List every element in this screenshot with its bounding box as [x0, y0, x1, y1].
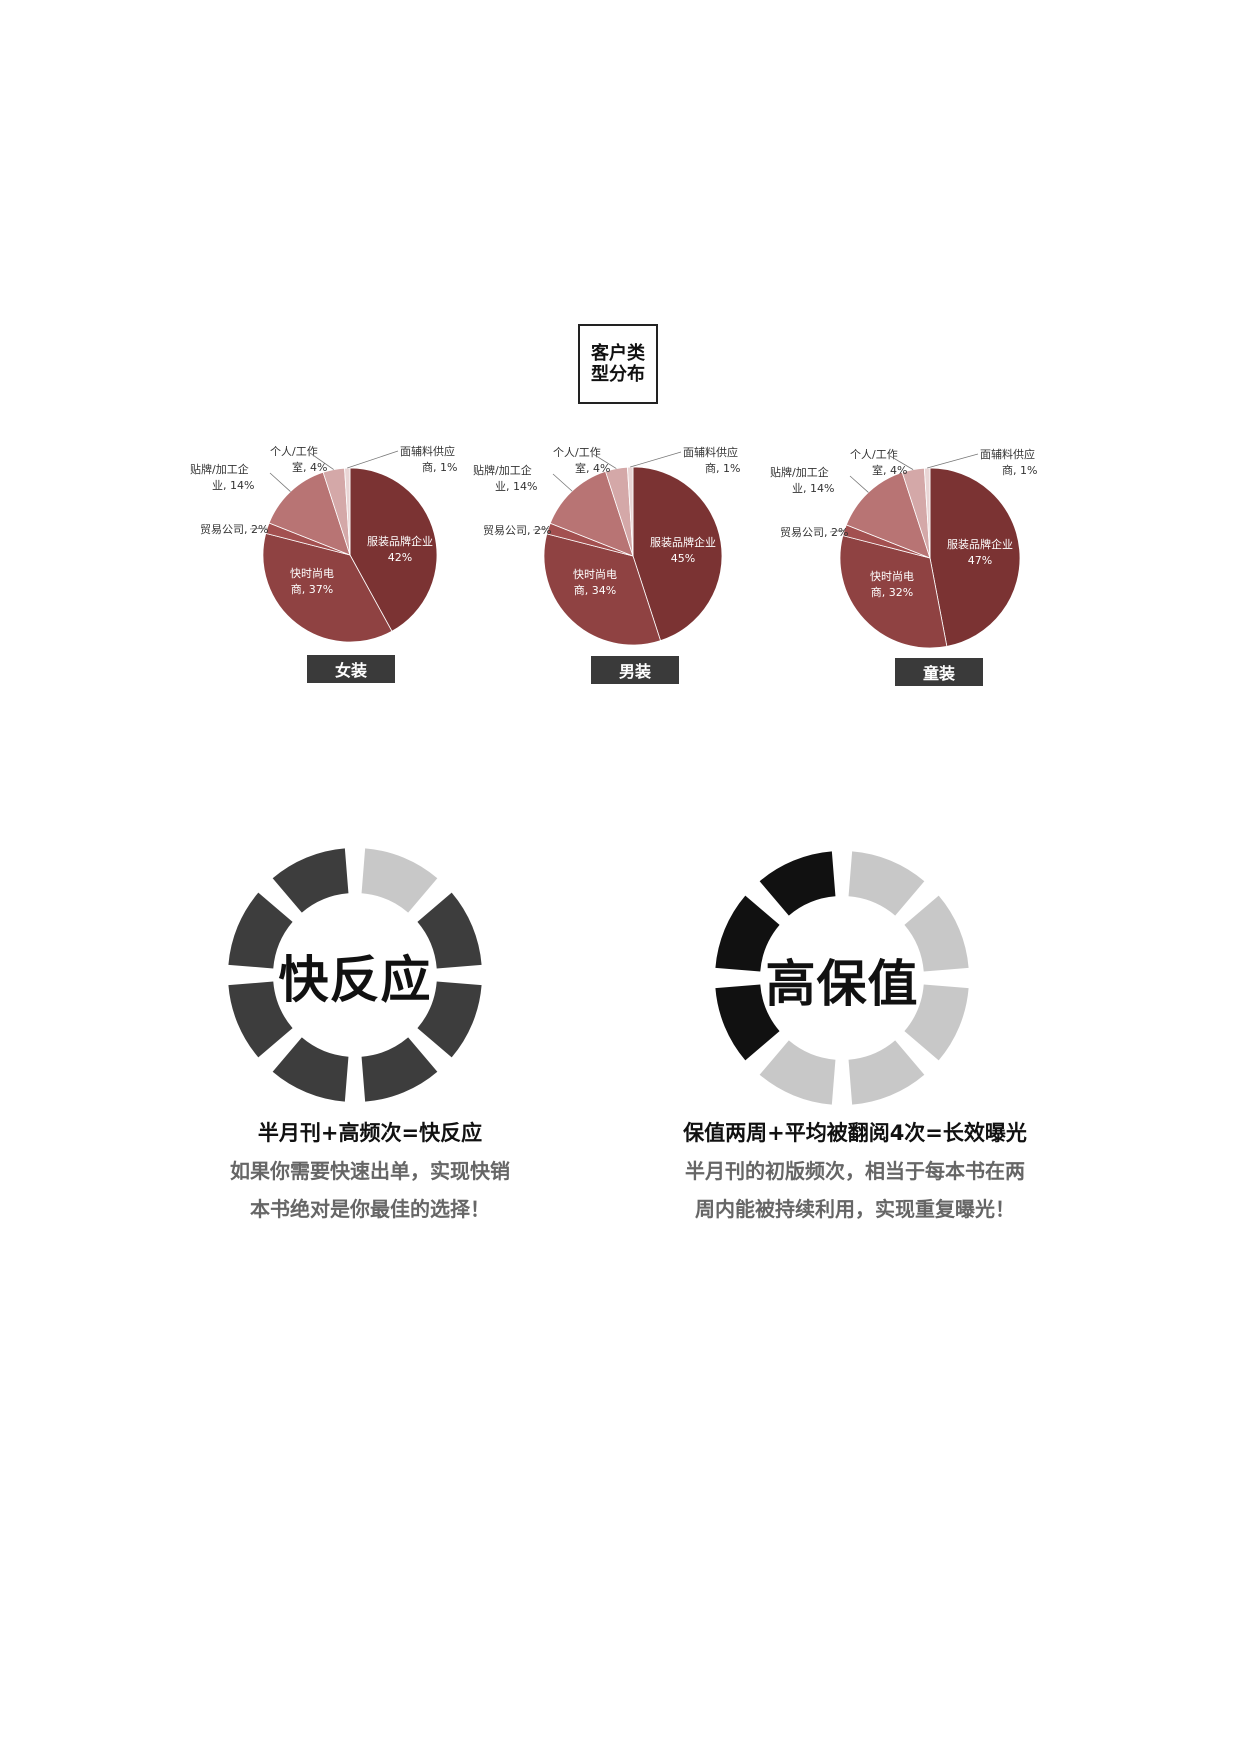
pie-data-label: 贴牌/加工企: [770, 465, 829, 479]
ring-segment: [272, 848, 349, 913]
pie-data-label: 商, 1%: [705, 461, 740, 475]
chart-title: 客户类型分布: [591, 343, 645, 385]
ring-segment: [228, 981, 293, 1058]
pie-data-label: 业, 14%: [212, 479, 254, 492]
pie-data-label: 商, 34%: [574, 583, 616, 597]
pie-data-label: 商, 37%: [291, 582, 333, 596]
ring-segment: [715, 984, 780, 1061]
pie-data-label: 服装品牌企业: [650, 535, 716, 549]
pie-data-label: 快时尚电: [573, 567, 617, 581]
feature-text-quick-response: 半月刊+高频次=快反应 如果你需要快速出单，实现快销 本书绝对是你最佳的选择！: [160, 1114, 580, 1228]
pie-slice: [262, 532, 393, 643]
pie-leader-line: [532, 528, 549, 531]
quick-response-ring: [228, 848, 482, 1102]
feature-heading: 保值两周+平均被翻阅4次=长效曝光: [683, 1121, 1027, 1145]
ring-word-quick-response: 快反应: [278, 951, 432, 1009]
ring-segment: [417, 892, 482, 969]
pie-slice: [344, 467, 351, 556]
pie-leader-line: [347, 450, 399, 469]
pie-data-label: 服装品牌企业: [367, 534, 433, 548]
ring-segment: [361, 848, 438, 913]
pie-data-label: 个人/工作: [553, 446, 601, 459]
feature-line: 半月刊的初版频次，相当于每本书在两: [685, 1159, 1025, 1183]
pie-leader-line: [269, 472, 291, 492]
pie-data-label: 室, 4%: [872, 463, 907, 477]
pie-data-label: 室, 4%: [292, 460, 327, 474]
ring-segment: [904, 895, 969, 972]
pie-data-label: 商, 1%: [1002, 463, 1037, 477]
pie-data-label: 47%: [968, 554, 992, 567]
pie-data-label: 贸易公司, 2%: [200, 523, 268, 536]
pie-data-label: 业, 14%: [495, 480, 537, 493]
pie-data-label: 个人/工作: [270, 445, 318, 458]
tag-womens: 女装: [307, 655, 395, 683]
feature-line: 如果你需要快速出单，实现快销: [230, 1159, 510, 1183]
ring-segment: [848, 1040, 925, 1105]
ring-segment: [228, 892, 293, 969]
pie-data-label: 贸易公司, 2%: [780, 526, 848, 539]
pie-data-label: 42%: [388, 551, 412, 564]
ring-segment: [417, 981, 482, 1058]
pie-leader-line: [309, 452, 334, 470]
pie-slice: [839, 535, 948, 649]
pie-data-label: 个人/工作: [850, 448, 898, 461]
pie-data-label: 商, 1%: [422, 460, 457, 474]
pie-data-label: 贸易公司, 2%: [483, 524, 551, 537]
pie-leader-line: [592, 453, 617, 469]
pie-data-label: 面辅料供应: [980, 447, 1035, 461]
tag-mens: 男装: [591, 656, 679, 684]
chart-title-box: 客户类型分布: [578, 324, 658, 404]
pie-slice: [543, 533, 662, 646]
pie-leader-line: [552, 473, 573, 492]
pie-data-label: 商, 32%: [871, 585, 913, 599]
pie-leader-line: [630, 451, 682, 468]
pie-data-label: 快时尚电: [290, 566, 334, 580]
pie-data-label: 室, 4%: [575, 461, 610, 475]
ring-segment: [361, 1037, 438, 1102]
high-value-ring: [715, 851, 969, 1105]
pie-data-label: 贴牌/加工企: [190, 462, 249, 476]
tag-kids: 童装: [895, 658, 983, 686]
feature-heading: 半月刊+高频次=快反应: [257, 1121, 483, 1145]
ring-segment: [759, 851, 836, 916]
pie-leader-line: [849, 475, 869, 493]
ring-segment: [272, 1037, 349, 1102]
pie-data-label: 业, 14%: [792, 482, 834, 495]
pie-slice: [929, 467, 1021, 647]
pie-data-label: 服装品牌企业: [947, 537, 1013, 551]
pie-data-label: 快时尚电: [870, 569, 914, 583]
feature-line: 本书绝对是你最佳的选择！: [250, 1197, 490, 1221]
ring-segment: [759, 1040, 836, 1105]
pie-leader-line: [889, 455, 914, 470]
ring-word-high-value: 高保值: [765, 955, 919, 1013]
pie-leader-line: [829, 529, 845, 533]
feature-line: 周内能被持续利用，实现重复曝光！: [695, 1197, 1015, 1221]
pie-data-label: 45%: [671, 552, 695, 565]
pie-leader-line: [249, 527, 268, 530]
ring-segment: [904, 984, 969, 1061]
pie-slice: [632, 466, 723, 642]
pie-data-label: 贴牌/加工企: [473, 463, 532, 477]
feature-text-high-value: 保值两周+平均被翻阅4次=长效曝光 半月刊的初版频次，相当于每本书在两 周内能被…: [645, 1114, 1065, 1228]
pie-slice: [349, 467, 438, 632]
pie-data-label: 面辅料供应: [400, 444, 455, 458]
pie-leader-line: [927, 453, 979, 469]
ring-segment: [715, 895, 780, 972]
pie-data-label: 面辅料供应: [683, 445, 738, 459]
ring-segment: [848, 851, 925, 916]
